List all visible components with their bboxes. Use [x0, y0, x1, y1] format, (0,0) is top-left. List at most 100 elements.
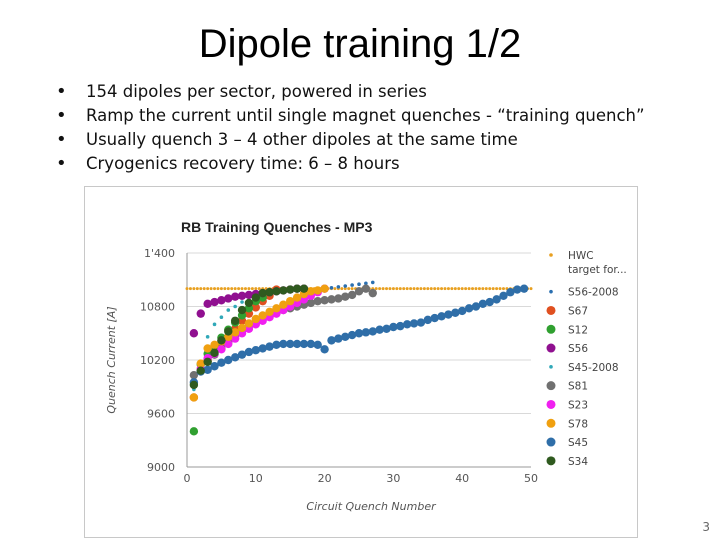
data-point: [334, 334, 343, 343]
data-point: [347, 290, 357, 300]
data-point: [306, 339, 316, 349]
data-point: [272, 340, 281, 350]
target-line-dot: [374, 287, 378, 291]
data-point: [513, 285, 522, 294]
data-point: [437, 312, 446, 321]
data-point: [217, 345, 226, 354]
data-point: [203, 299, 212, 309]
target-line-dot: [495, 287, 499, 291]
legend-label: S45-2008: [568, 362, 619, 374]
target-line-dot: [412, 287, 416, 291]
legend-label: S78: [568, 418, 588, 430]
data-point: [265, 307, 274, 317]
target-line-dot: [529, 287, 533, 291]
target-line-dot: [226, 287, 230, 291]
data-point: [350, 283, 354, 287]
data-point: [244, 319, 254, 328]
legend-marker: [546, 381, 556, 391]
data-point: [196, 309, 205, 318]
data-point: [368, 327, 377, 336]
data-point: [519, 284, 529, 293]
legend-label: S12: [568, 324, 588, 336]
data-point: [370, 280, 375, 285]
data-point: [210, 348, 219, 358]
target-line-dot: [340, 287, 344, 291]
data-point: [237, 323, 247, 333]
legend-marker: [549, 289, 553, 294]
data-point: [357, 282, 361, 287]
target-line-dot: [440, 287, 444, 291]
target-line-dot: [450, 287, 454, 291]
data-point: [396, 321, 405, 331]
bullet-item: Cryogenics recovery time: 6 – 8 hours: [56, 152, 645, 176]
data-point: [485, 297, 494, 307]
data-point: [347, 330, 357, 340]
data-point: [251, 314, 260, 324]
data-point: [478, 299, 488, 309]
data-point: [327, 295, 336, 304]
target-line-dot: [402, 287, 406, 291]
target-line-dot: [378, 287, 382, 291]
data-point: [237, 291, 247, 300]
data-point: [205, 335, 210, 339]
target-line-dot: [467, 287, 471, 291]
y-tick-label: 1'400: [144, 247, 175, 260]
data-point: [471, 302, 481, 311]
data-point: [244, 298, 254, 308]
data-point: [416, 318, 426, 327]
data-point: [230, 292, 240, 301]
target-line-dot: [237, 287, 241, 291]
target-line-dot: [216, 287, 220, 291]
target-line-dot: [464, 287, 468, 291]
target-line-dot: [446, 287, 450, 291]
data-point: [279, 300, 288, 309]
data-point: [382, 324, 391, 333]
target-line-dot: [426, 287, 430, 291]
x-tick-label: 50: [524, 472, 538, 485]
data-point: [210, 297, 219, 307]
data-point: [464, 304, 474, 313]
chart-frame: RB Training Quenches - MP3 9000 9600 10200 1…: [84, 186, 638, 538]
data-point: [499, 291, 508, 300]
data-point: [196, 366, 205, 375]
target-line-dot: [433, 287, 437, 291]
target-line-dot: [491, 287, 495, 291]
data-point: [279, 339, 288, 349]
y-tick-label: 9600: [147, 408, 175, 421]
target-line-dot: [481, 287, 485, 291]
data-point: [292, 284, 302, 293]
legend-label: HWC target for...: [568, 250, 627, 276]
target-line-dot: [243, 287, 247, 291]
legend-marker: [546, 399, 556, 409]
data-point: [320, 345, 329, 354]
data-point: [329, 285, 334, 290]
x-tick-label: 30: [386, 472, 400, 485]
legend-label: S23: [568, 399, 588, 411]
data-point: [240, 300, 244, 304]
target-line-dot: [501, 287, 505, 291]
target-line-dot: [188, 287, 192, 291]
target-line-dot: [398, 287, 402, 291]
legend-label: S81: [568, 381, 588, 393]
data-point: [336, 285, 341, 289]
legend-marker: [546, 437, 556, 447]
y-tick-label: 10800: [140, 301, 175, 314]
target-line-dot: [257, 287, 261, 291]
target-line-dot: [333, 287, 337, 291]
data-point: [265, 342, 274, 351]
data-point: [189, 329, 199, 338]
target-line-dot: [195, 287, 199, 291]
x-tick-label: 0: [184, 472, 191, 485]
data-point: [251, 293, 260, 302]
target-line-dot: [219, 287, 223, 291]
data-point: [237, 350, 247, 359]
data-point: [272, 287, 281, 296]
target-line-dot: [395, 287, 399, 291]
data-point: [327, 336, 336, 345]
legend-marker: [549, 365, 553, 369]
data-point: [354, 287, 364, 296]
data-point: [258, 344, 267, 353]
data-point: [368, 288, 377, 298]
legend-marker: [549, 253, 553, 257]
data-point: [210, 362, 219, 371]
